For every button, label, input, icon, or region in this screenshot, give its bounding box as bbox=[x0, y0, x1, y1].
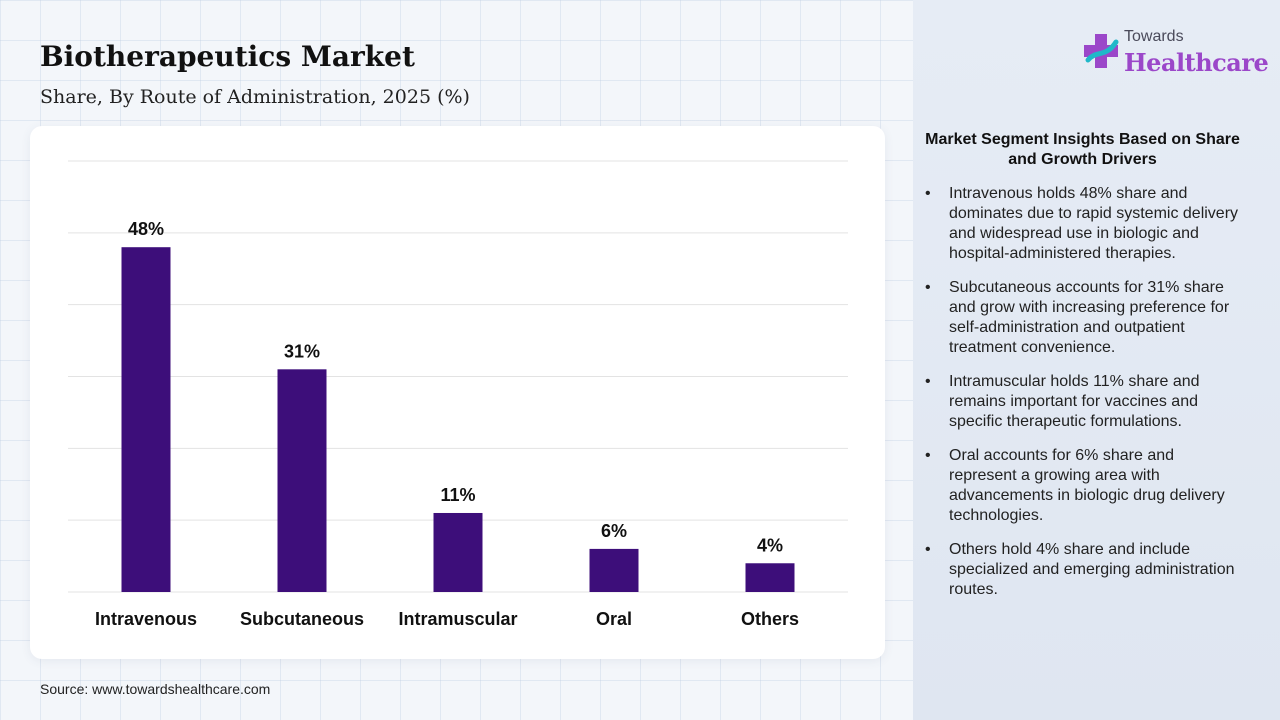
x-tick-label: Others bbox=[741, 609, 799, 629]
insight-item: • Others hold 4% share and include speci… bbox=[925, 540, 1240, 600]
insight-text: Intramuscular holds 11% share and remain… bbox=[949, 373, 1200, 430]
bullet-marker: • bbox=[925, 447, 931, 464]
x-tick-label: Intramuscular bbox=[398, 609, 517, 629]
bullet-marker: • bbox=[925, 541, 931, 558]
insight-text: Oral accounts for 6% share and represent… bbox=[949, 447, 1225, 524]
insight-text: Subcutaneous accounts for 31% share and … bbox=[949, 279, 1230, 356]
data-label: 48% bbox=[128, 219, 164, 239]
bullet-marker: • bbox=[925, 373, 931, 390]
bar-intravenous[interactable] bbox=[121, 247, 171, 592]
logo-text-healthcare: Healthcare bbox=[1124, 48, 1269, 77]
insight-item: • Intravenous holds 48% share and domina… bbox=[925, 184, 1240, 264]
bar-others[interactable] bbox=[745, 563, 795, 592]
data-label: 31% bbox=[284, 341, 320, 361]
data-label: 6% bbox=[601, 521, 627, 541]
insight-item: • Subcutaneous accounts for 31% share an… bbox=[925, 278, 1240, 358]
insight-item: • Oral accounts for 6% share and represe… bbox=[925, 446, 1240, 526]
insights-title: Market Segment Insights Based on Share a… bbox=[925, 131, 1240, 168]
chart-subtitle: Share, By Route of Administration, 2025 … bbox=[40, 86, 470, 108]
bar-intramuscular[interactable] bbox=[433, 512, 483, 592]
insights-list: • Intravenous holds 48% share and domina… bbox=[925, 184, 1240, 614]
x-tick-label: Intravenous bbox=[95, 609, 197, 629]
bar-oral[interactable] bbox=[589, 548, 639, 592]
chart-card: 48% Intravenous 31% Subcutaneous 11% Intramus… bbox=[30, 126, 885, 659]
x-tick-label: Oral bbox=[596, 609, 632, 629]
bar-subcutaneous[interactable] bbox=[277, 369, 327, 592]
data-label: 4% bbox=[757, 535, 783, 555]
insights-panel bbox=[913, 0, 1280, 720]
insight-item: • Intramuscular holds 11% share and rema… bbox=[925, 372, 1240, 432]
source-note: Source: www.towardshealthcare.com bbox=[40, 681, 271, 697]
chart-title: Biotherapeutics Market bbox=[40, 40, 415, 73]
bar-chart: 48% Intravenous 31% Subcutaneous 11% Intramus… bbox=[68, 160, 848, 629]
medical-cross-icon bbox=[1084, 34, 1119, 68]
bullet-marker: • bbox=[925, 185, 931, 202]
logo-text-towards: Towards bbox=[1124, 28, 1184, 45]
x-tick-label: Subcutaneous bbox=[240, 609, 364, 629]
insight-text: Others hold 4% share and include special… bbox=[949, 541, 1235, 598]
data-label: 11% bbox=[440, 485, 475, 505]
brand-logo[interactable]: Towards Healthcare bbox=[1080, 28, 1269, 78]
insight-text: Intravenous holds 48% share and dominate… bbox=[949, 185, 1239, 262]
bullet-marker: • bbox=[925, 279, 931, 296]
